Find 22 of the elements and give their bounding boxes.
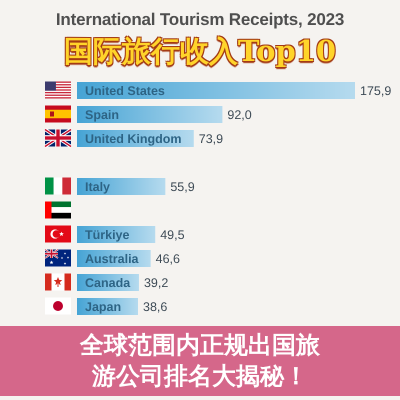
data-label: 92,0 (227, 108, 252, 122)
data-label: 175,9 (360, 84, 392, 98)
bar (77, 82, 355, 99)
text: 全球范围内正规出国旅游公司排名大揭秘！ (78, 330, 321, 392)
data-label: 73,9 (198, 132, 224, 146)
data-label: 49,5 (160, 228, 185, 242)
y-tick-label: United Kingdom (85, 132, 182, 146)
data-label: 38,6 (143, 300, 168, 314)
chart-title: International Tourism Receipts, 2023 (54, 10, 346, 30)
data-label: 46,6 (156, 252, 180, 266)
bar (77, 106, 222, 123)
y-tick-label: Spain (85, 108, 120, 122)
data-label: 39,2 (144, 276, 168, 290)
y-tick-label: United States (85, 84, 165, 98)
y-tick-label: Italy (85, 180, 110, 194)
y-tick-label: Japan (85, 300, 122, 314)
y-tick-label: Türkiye (85, 228, 130, 242)
data-label: 55,9 (170, 180, 195, 194)
y-tick-label: Australia (85, 252, 140, 266)
bar (77, 178, 166, 195)
chart-subtitle: 国际旅行收入Top10 (62, 33, 338, 69)
y-tick-label: Canada (85, 276, 132, 290)
